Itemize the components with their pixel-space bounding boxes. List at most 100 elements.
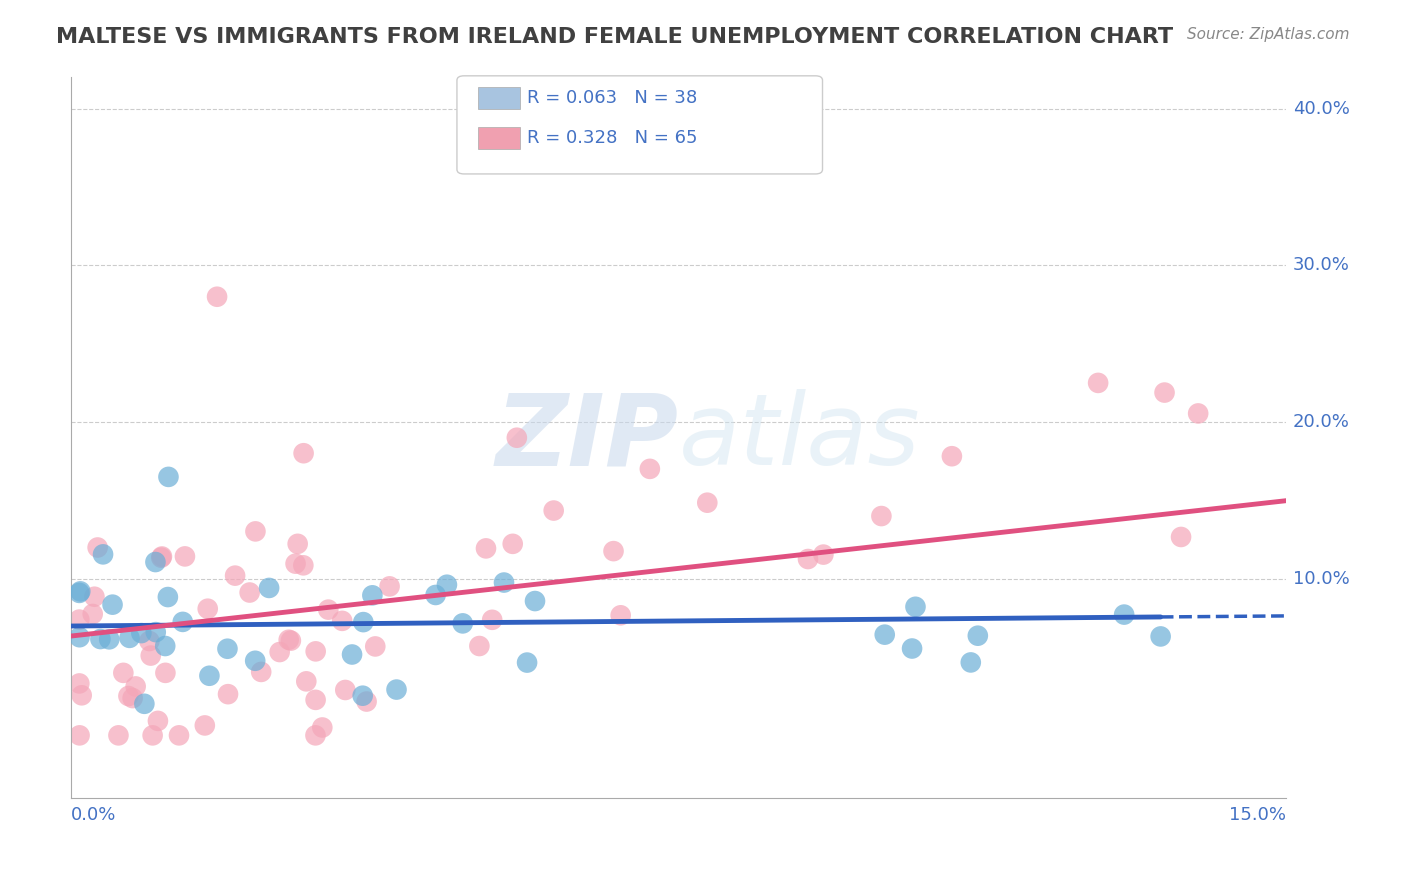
Point <box>543 503 565 517</box>
Point <box>224 568 246 582</box>
Point <box>70 688 93 702</box>
Point <box>305 644 328 658</box>
Text: 15.0%: 15.0% <box>1229 805 1286 824</box>
Point <box>287 537 309 551</box>
Point <box>425 588 447 602</box>
Point <box>134 697 156 711</box>
Point <box>98 632 121 647</box>
Text: 40.0%: 40.0% <box>1292 100 1350 118</box>
Point <box>436 578 458 592</box>
Point <box>304 728 326 742</box>
Point <box>172 615 194 629</box>
Point <box>1087 376 1109 390</box>
Point <box>138 634 160 648</box>
Point <box>156 590 179 604</box>
Point <box>83 590 105 604</box>
Point <box>506 431 529 445</box>
Point <box>352 689 374 703</box>
Point <box>335 683 357 698</box>
Point <box>304 693 326 707</box>
Point <box>602 544 624 558</box>
Point <box>356 694 378 708</box>
Text: MALTESE VS IMMIGRANTS FROM IRELAND FEMALE UNEMPLOYMENT CORRELATION CHART: MALTESE VS IMMIGRANTS FROM IRELAND FEMAL… <box>56 27 1174 46</box>
Point <box>69 630 91 644</box>
Point <box>167 728 190 742</box>
Point <box>813 548 835 562</box>
Point <box>451 616 474 631</box>
Point <box>1170 530 1192 544</box>
Point <box>117 689 139 703</box>
Point <box>124 680 146 694</box>
Point <box>492 575 515 590</box>
Point <box>82 607 104 621</box>
Text: 10.0%: 10.0% <box>1292 570 1350 588</box>
Point <box>1114 607 1136 622</box>
Point <box>91 547 114 561</box>
Text: 30.0%: 30.0% <box>1292 256 1350 275</box>
Point <box>609 608 631 623</box>
Point <box>174 549 197 564</box>
Point <box>292 446 315 460</box>
Text: ZIP: ZIP <box>496 389 679 486</box>
Point <box>385 682 408 697</box>
Point <box>205 290 228 304</box>
Text: R = 0.328   N = 65: R = 0.328 N = 65 <box>527 129 697 147</box>
Point <box>361 588 384 602</box>
Point <box>155 639 177 653</box>
Text: Source: ZipAtlas.com: Source: ZipAtlas.com <box>1187 27 1350 42</box>
Point <box>516 656 538 670</box>
Point <box>86 541 108 555</box>
Point <box>340 648 363 662</box>
Point <box>142 728 165 742</box>
Point <box>318 602 340 616</box>
Point <box>194 718 217 732</box>
Point <box>352 615 374 629</box>
Point <box>217 687 239 701</box>
Point <box>277 632 299 647</box>
Text: atlas: atlas <box>679 389 921 486</box>
Point <box>959 656 981 670</box>
Point <box>966 629 988 643</box>
Point <box>67 613 90 627</box>
Point <box>69 584 91 599</box>
Point <box>292 558 315 573</box>
Point <box>364 640 387 654</box>
Point <box>1153 385 1175 400</box>
Point <box>198 669 221 683</box>
Point <box>245 654 267 668</box>
Point <box>257 581 280 595</box>
Point <box>502 537 524 551</box>
Point <box>197 601 219 615</box>
Text: R = 0.063   N = 38: R = 0.063 N = 38 <box>527 89 697 107</box>
Point <box>69 728 91 742</box>
Point <box>139 648 162 663</box>
Point <box>112 665 135 680</box>
Point <box>941 449 963 463</box>
Point <box>131 626 153 640</box>
Point <box>524 594 547 608</box>
Point <box>155 665 177 680</box>
Text: 20.0%: 20.0% <box>1292 413 1350 431</box>
Point <box>157 470 180 484</box>
Point <box>217 641 239 656</box>
Point <box>146 714 169 728</box>
Point <box>245 524 267 539</box>
Point <box>118 631 141 645</box>
Point <box>239 585 262 599</box>
Point <box>280 633 302 648</box>
Point <box>295 674 318 689</box>
Point <box>1149 629 1171 643</box>
Point <box>475 541 498 556</box>
Point <box>901 641 924 656</box>
Point <box>873 627 896 641</box>
Text: 0.0%: 0.0% <box>72 805 117 824</box>
Point <box>311 721 333 735</box>
Point <box>150 549 173 564</box>
Point <box>378 579 401 593</box>
Point <box>696 496 718 510</box>
Point <box>1187 406 1209 420</box>
Point <box>145 625 167 640</box>
Point <box>870 509 893 524</box>
Point <box>107 728 129 742</box>
Point <box>797 552 820 566</box>
